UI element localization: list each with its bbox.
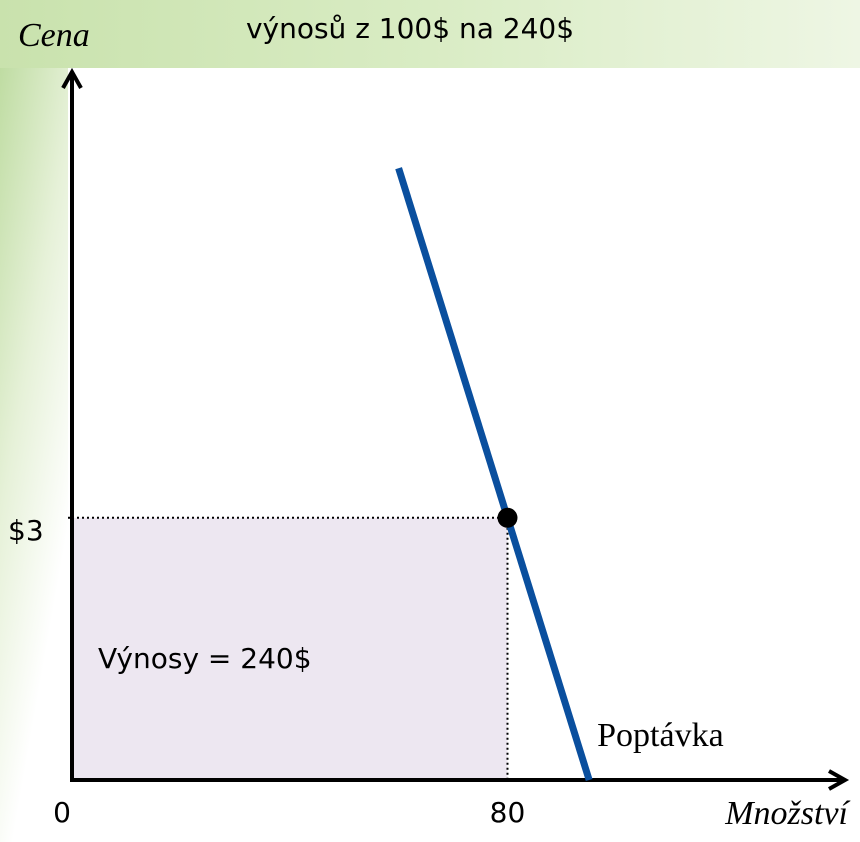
x-axis-arrow	[828, 769, 850, 791]
revenue-area	[72, 517, 508, 780]
x-axis-label: Množství	[724, 795, 850, 832]
y-axis-arrow	[61, 67, 83, 89]
x-tick-label: 0	[53, 796, 71, 829]
point	[497, 507, 518, 528]
annotation: Výnosy = 240$	[98, 642, 312, 675]
demand-line	[395, 167, 593, 782]
y-axis-label: Cena	[18, 17, 90, 54]
series-label: Poptávka	[597, 717, 724, 754]
y-tick-label: $3	[8, 514, 44, 547]
header-band	[0, 0, 860, 68]
x-tick-label: 80	[490, 796, 526, 829]
chart-title: výnosů z 100$ na 240$	[246, 12, 574, 45]
